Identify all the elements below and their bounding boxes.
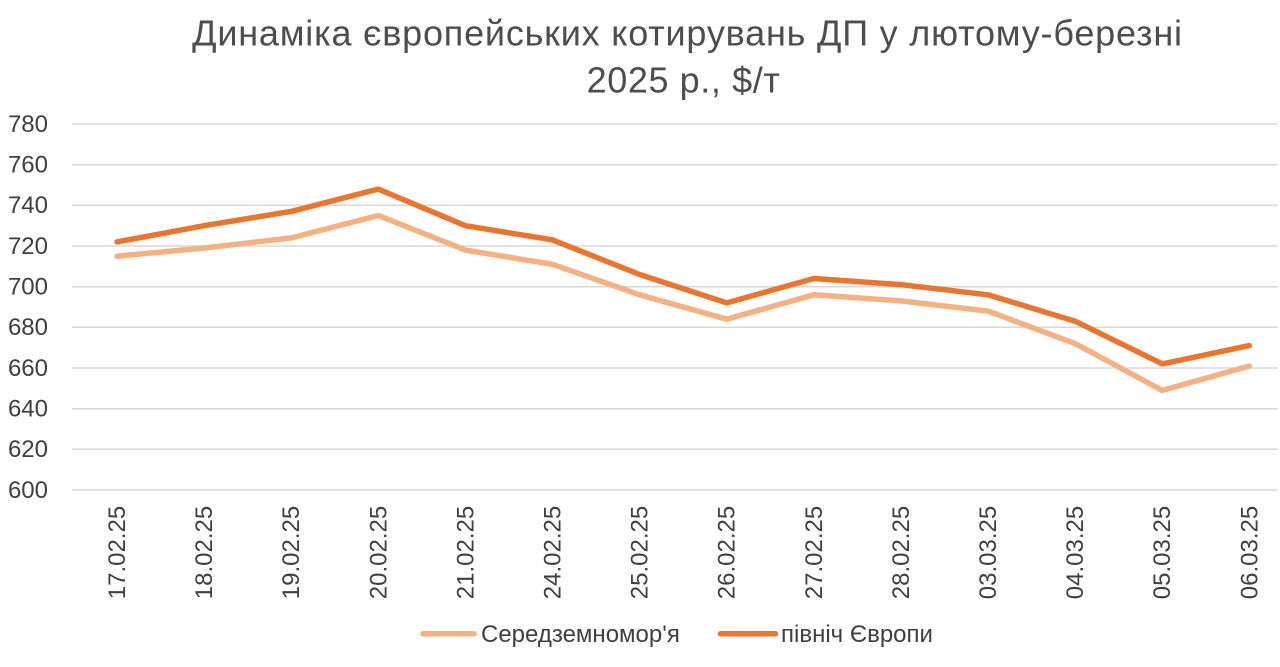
svg-text:640: 640 xyxy=(8,396,48,423)
svg-text:26.02.25: 26.02.25 xyxy=(714,506,741,599)
svg-text:620: 620 xyxy=(8,436,48,463)
svg-text:740: 740 xyxy=(8,192,48,219)
svg-text:660: 660 xyxy=(8,355,48,382)
svg-text:600: 600 xyxy=(8,477,48,504)
svg-text:28.02.25: 28.02.25 xyxy=(888,506,915,599)
svg-text:18.02.25: 18.02.25 xyxy=(191,506,218,599)
svg-text:24.02.25: 24.02.25 xyxy=(540,506,567,599)
svg-text:27.02.25: 27.02.25 xyxy=(801,506,828,599)
svg-text:720: 720 xyxy=(8,233,48,260)
svg-text:17.02.25: 17.02.25 xyxy=(104,506,131,599)
svg-text:Середземномор'я: Середземномор'я xyxy=(481,621,680,648)
svg-text:20.02.25: 20.02.25 xyxy=(365,506,392,599)
svg-text:2025 р., $/т: 2025 р., $/т xyxy=(587,60,781,101)
svg-text:760: 760 xyxy=(8,152,48,179)
svg-text:05.03.25: 05.03.25 xyxy=(1149,506,1176,599)
svg-text:03.03.25: 03.03.25 xyxy=(975,506,1002,599)
svg-text:північ Європи: північ Європи xyxy=(781,621,933,648)
svg-text:21.02.25: 21.02.25 xyxy=(452,506,479,599)
svg-text:780: 780 xyxy=(8,111,48,138)
svg-text:06.03.25: 06.03.25 xyxy=(1236,506,1263,599)
svg-text:Динаміка європейських котирува: Динаміка європейських котирувань ДП у лю… xyxy=(192,12,1183,53)
svg-text:04.03.25: 04.03.25 xyxy=(1062,506,1089,599)
svg-text:700: 700 xyxy=(8,274,48,301)
svg-text:19.02.25: 19.02.25 xyxy=(278,506,305,599)
svg-text:25.02.25: 25.02.25 xyxy=(627,506,654,599)
svg-text:680: 680 xyxy=(8,314,48,341)
